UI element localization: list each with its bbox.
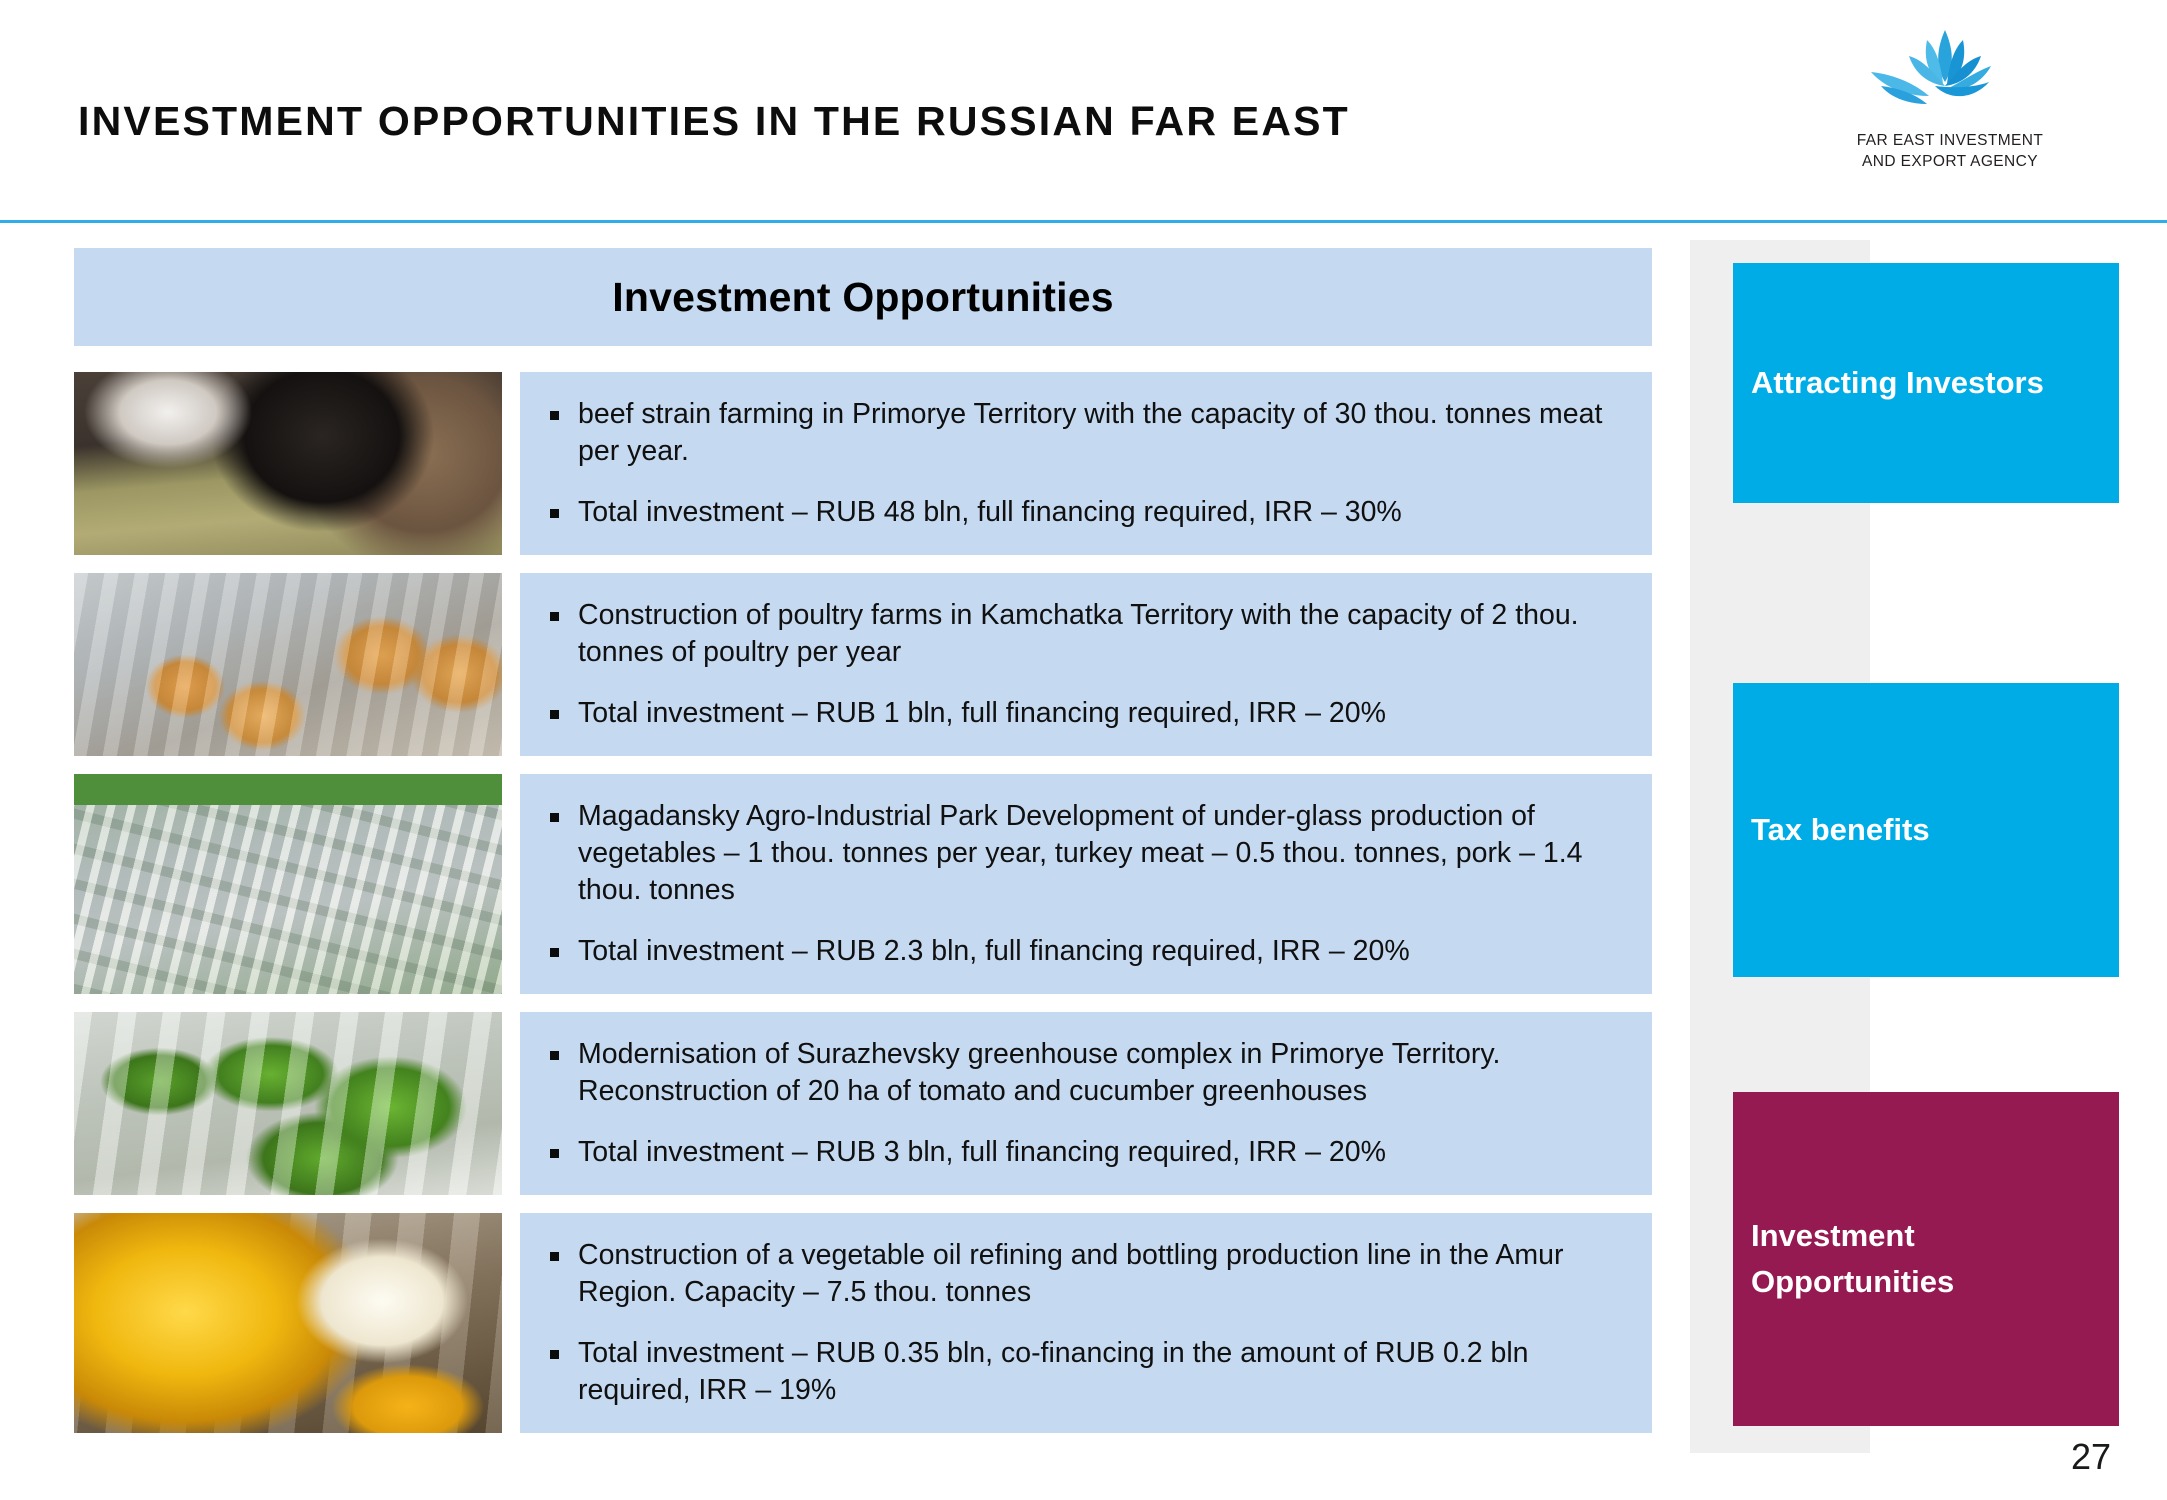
bullet-item: Total investment – RUB 2.3 bln, full fin… xyxy=(536,933,1624,970)
lotus-flower-icon xyxy=(1857,26,2037,126)
opportunity-details: Magadansky Agro-Industrial Park Developm… xyxy=(520,774,1652,994)
bullet-list: Modernisation of Surazhevsky greenhouse … xyxy=(536,1036,1624,1171)
opportunities-list: beef strain farming in Primorye Territor… xyxy=(74,372,1652,1451)
bullet-item: beef strain farming in Primorye Territor… xyxy=(536,396,1624,470)
bullet-item: Magadansky Agro-Industrial Park Developm… xyxy=(536,798,1624,909)
page-number: 27 xyxy=(2070,1436,2111,1477)
opportunity-details: Construction of poultry farms in Kamchat… xyxy=(520,573,1652,756)
slide-header: INVESTMENT OPPORTUNITIES IN THE RUSSIAN … xyxy=(0,0,2167,223)
opportunity-row: Modernisation of Surazhevsky greenhouse … xyxy=(74,1012,1652,1195)
logo-text: FAR EAST INVESTMENT AND EXPORT AGENCY xyxy=(1825,130,2075,172)
bullet-list: Magadansky Agro-Industrial Park Developm… xyxy=(536,798,1624,970)
page-title: INVESTMENT OPPORTUNITIES IN THE RUSSIAN … xyxy=(78,98,1350,144)
opportunity-row: Construction of poultry farms in Kamchat… xyxy=(74,573,1652,756)
poultry-chicks-photo xyxy=(74,573,502,756)
bullet-list: Construction of poultry farms in Kamchat… xyxy=(536,597,1624,732)
logo-line-1: FAR EAST INVESTMENT xyxy=(1856,132,2044,149)
opportunity-row: Construction of a vegetable oil refining… xyxy=(74,1213,1652,1433)
opportunity-details: Modernisation of Surazhevsky greenhouse … xyxy=(520,1012,1652,1195)
bullet-item: Total investment – RUB 3 bln, full finan… xyxy=(536,1134,1624,1171)
sidebar-item-label: Investment Opportunities xyxy=(1751,1218,1955,1299)
opportunity-row: Magadansky Agro-Industrial Park Developm… xyxy=(74,774,1652,994)
agro-industrial-park-render xyxy=(74,774,502,994)
logo: FAR EAST INVESTMENT AND EXPORT AGENCY xyxy=(1825,26,2075,186)
sidebar-item-label: Attracting Investors xyxy=(1751,365,2044,400)
sidebar-item-investment-opportunities[interactable]: Investment Opportunities xyxy=(1733,1092,2119,1426)
bullet-item: Total investment – RUB 0.35 bln, co-fina… xyxy=(536,1335,1624,1409)
section-title-bar: Investment Opportunities xyxy=(74,248,1652,346)
hydroponic-greenhouse-photo xyxy=(74,1012,502,1195)
bullet-item: Modernisation of Surazhevsky greenhouse … xyxy=(536,1036,1624,1110)
opportunity-details: beef strain farming in Primorye Territor… xyxy=(520,372,1652,555)
bullet-item: Total investment – RUB 1 bln, full finan… xyxy=(536,695,1624,732)
sidebar-item-label: Tax benefits xyxy=(1751,812,1930,847)
bullet-item: Construction of a vegetable oil refining… xyxy=(536,1237,1624,1311)
bullet-list: Construction of a vegetable oil refining… xyxy=(536,1237,1624,1409)
vegetable-oil-bottle-photo xyxy=(74,1213,502,1433)
bullet-item: Construction of poultry farms in Kamchat… xyxy=(536,597,1624,671)
sidebar-item-tax-benefits[interactable]: Tax benefits xyxy=(1733,683,2119,977)
sidebar-item-attracting-investors[interactable]: Attracting Investors xyxy=(1733,263,2119,503)
opportunity-details: Construction of a vegetable oil refining… xyxy=(520,1213,1652,1433)
header-divider xyxy=(0,220,2167,223)
opportunity-row: beef strain farming in Primorye Territor… xyxy=(74,372,1652,555)
bullet-item: Total investment – RUB 48 bln, full fina… xyxy=(536,494,1624,531)
section-title: Investment Opportunities xyxy=(612,273,1114,320)
bullet-list: beef strain farming in Primorye Territor… xyxy=(536,396,1624,531)
logo-line-2: AND EXPORT AGENCY xyxy=(1862,153,2038,170)
cattle-feeding-photo xyxy=(74,372,502,555)
